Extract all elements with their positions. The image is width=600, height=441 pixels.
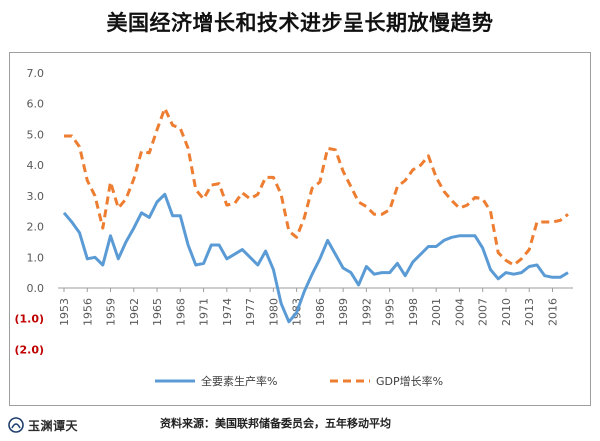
- x-tick-label: 2013: [523, 298, 536, 326]
- x-tick-label: 1971: [198, 298, 211, 326]
- legend-gdp-label: GDP增长率%: [376, 374, 443, 388]
- logo: 玉渊谭天: [8, 414, 78, 436]
- x-tick-label: 2016: [546, 298, 559, 326]
- legend-tfp: 全要素生产率%: [155, 374, 277, 388]
- y-tick-label: 6.0: [27, 98, 45, 111]
- source-note: 资料来源：美国联邦储备委员会，五年移动平均: [160, 417, 391, 430]
- x-tick-label: 1998: [407, 298, 420, 326]
- y-axis-ticks: 7.0 6.0 5.0 4.0 3.0 2.0 1.0 0.0 (1.0) (2.0): [14, 67, 44, 356]
- logo-text: 玉渊谭天: [28, 418, 79, 433]
- tfp-series-line: [62, 192, 569, 324]
- y-tick-label: 1.0: [27, 251, 45, 264]
- x-tick-label: 1995: [384, 298, 397, 326]
- x-tick-label: 2004: [453, 298, 466, 326]
- x-tick-label: 1992: [360, 298, 373, 326]
- legend-gdp: GDP增长率%: [330, 374, 443, 388]
- x-tick-label: 1965: [151, 298, 164, 326]
- y-tick-label: 5.0: [27, 128, 45, 141]
- series-layer: [62, 106, 569, 324]
- footer: 玉渊谭天 资料来源：美国联邦储备委员会，五年移动平均: [0, 406, 600, 441]
- x-axis-ticks: 1953 1956 1959 1962 1965 1968 1971 1974 1977 1980…: [58, 288, 559, 326]
- x-tick-label: 1956: [81, 298, 94, 326]
- x-tick-label: 2010: [500, 298, 513, 326]
- legend: 全要素生产率% GDP增长率%: [155, 374, 443, 388]
- y-tick-label: 2.0: [27, 221, 45, 234]
- x-tick-label: 2001: [430, 298, 443, 326]
- y-tick-label: 0.0: [27, 282, 45, 295]
- y-tick-label: (1.0): [14, 313, 44, 326]
- legend-tfp-label: 全要素生产率%: [201, 374, 277, 388]
- logo-icon: [8, 417, 24, 433]
- x-tick-label: 1962: [128, 298, 141, 326]
- chart-title: 美国经济增长和技术进步呈长期放慢趋势: [106, 11, 494, 35]
- y-tick-label: (2.0): [14, 343, 44, 356]
- x-tick-label: 1989: [337, 298, 350, 326]
- y-tick-label: 3.0: [27, 190, 45, 203]
- x-tick-label: 2007: [477, 298, 490, 326]
- x-tick-label: 1953: [58, 298, 71, 326]
- x-tick-label: 1968: [174, 298, 187, 326]
- chart-frame: [9, 52, 591, 406]
- x-tick-label: 1959: [105, 298, 118, 326]
- x-tick-label: 1986: [314, 298, 327, 326]
- x-tick-label: 1977: [244, 298, 257, 326]
- gdp-series-line: [64, 106, 569, 267]
- x-tick-label: 1974: [221, 298, 234, 326]
- y-tick-label: 4.0: [27, 159, 45, 172]
- x-tick-label: 1980: [267, 298, 280, 326]
- y-tick-label: 7.0: [27, 67, 45, 80]
